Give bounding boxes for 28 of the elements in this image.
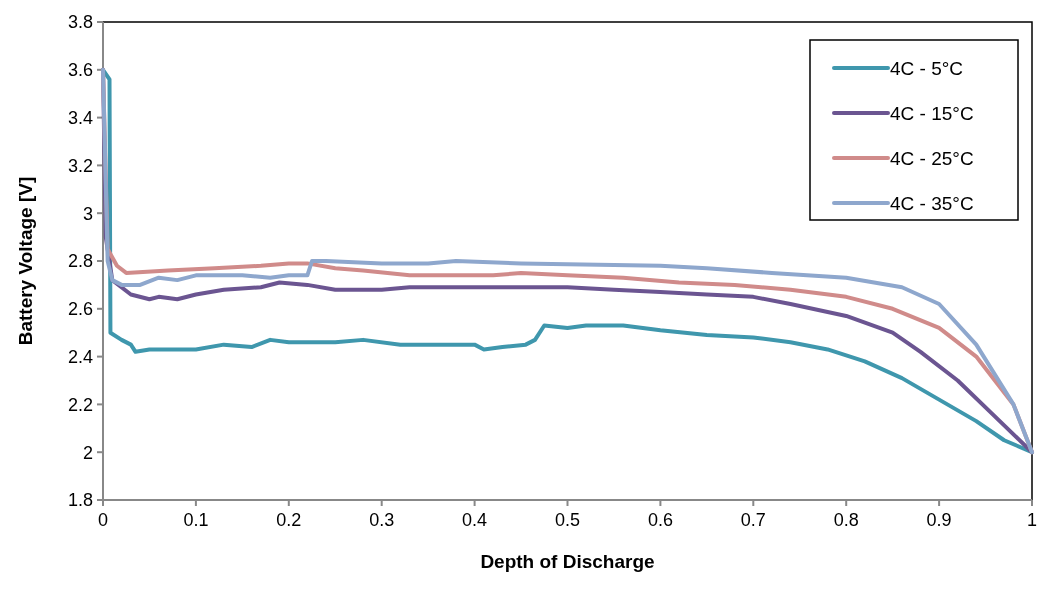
x-tick-label: 0.7 bbox=[740, 510, 766, 530]
y-tick-label: 2.6 bbox=[67, 299, 93, 320]
y-tick-label: 2.4 bbox=[67, 346, 93, 367]
legend-label: 4C - 25°C bbox=[890, 147, 974, 169]
y-tick-label: 3.2 bbox=[67, 155, 93, 176]
x-tick-label: 0.2 bbox=[276, 510, 302, 530]
x-tick-label: 0.3 bbox=[369, 510, 395, 530]
x-tick-label: 0.1 bbox=[183, 510, 209, 530]
y-tick-label: 2 bbox=[82, 442, 93, 463]
legend-label: 4C - 15°C bbox=[890, 102, 974, 124]
legend-label: 4C - 5°C bbox=[890, 57, 964, 79]
x-axis-title: Depth of Discharge bbox=[480, 551, 655, 572]
legend-label: 4C - 35°C bbox=[890, 192, 974, 214]
y-tick-label: 1.8 bbox=[67, 490, 93, 511]
x-tick-label: 0 bbox=[97, 510, 109, 530]
x-tick-label: 0.9 bbox=[926, 510, 952, 530]
y-tick-label: 3.6 bbox=[67, 60, 93, 81]
y-tick-label: 2.8 bbox=[67, 251, 93, 272]
y-tick-label: 3 bbox=[82, 203, 93, 224]
y-tick-label: 3.8 bbox=[67, 12, 93, 33]
y-axis-title: Battery Voltage [V] bbox=[15, 176, 36, 346]
x-tick-label: 0.6 bbox=[647, 510, 673, 530]
x-tick-label: 0.4 bbox=[462, 510, 488, 530]
y-tick-label: 3.4 bbox=[67, 107, 93, 128]
x-tick-label: 0.5 bbox=[554, 510, 581, 530]
x-tick-label: 0.8 bbox=[833, 510, 859, 530]
y-tick-label: 2.2 bbox=[67, 394, 93, 415]
x-tick-label: 1 bbox=[1026, 510, 1038, 530]
